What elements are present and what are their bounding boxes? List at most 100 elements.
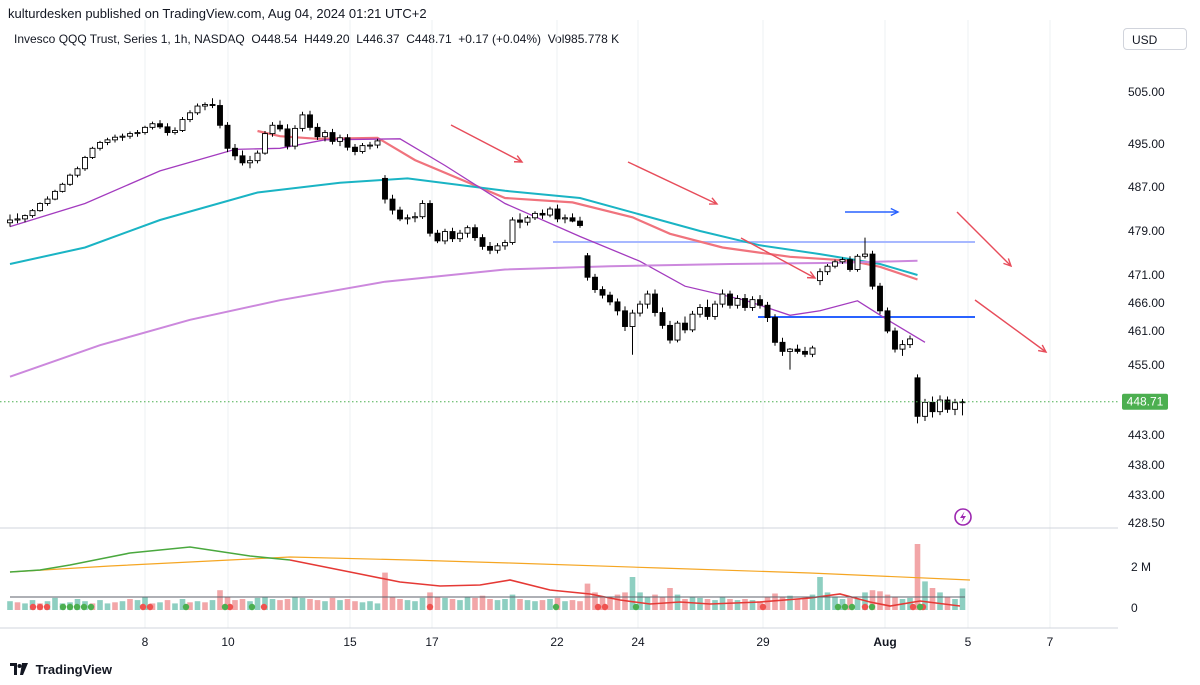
lightning-icon[interactable] [954,508,972,526]
volume-bar [742,599,748,610]
volume-bar [637,592,643,610]
candle-body [419,203,426,218]
volume-bar [809,594,816,610]
candle [719,289,726,308]
volume-bar [779,596,786,610]
candle [749,296,756,311]
volume-bar [179,599,186,610]
signal-dot-red [594,603,602,611]
candle [224,122,231,153]
candle [187,110,193,123]
candle [629,309,636,355]
candle-body [397,209,403,220]
red-arrow-down [740,237,817,279]
candle-body [74,168,81,176]
candle-body [704,307,711,317]
candle [119,133,126,141]
volume-bar [487,599,493,610]
candle [704,299,711,320]
candle-body [187,112,193,121]
candle [134,129,141,137]
symbol-name[interactable]: Invesco QQQ Trust, Series 1, 1h, NASDAQ [14,32,245,46]
candle [682,316,688,334]
candle [854,254,861,272]
candle-body [277,124,283,130]
candle [802,346,808,358]
candle [149,121,156,130]
volume-bar [554,597,561,610]
red-arrow-down [974,299,1048,353]
candle-body [764,304,771,319]
volume-bar [322,601,328,610]
candle-body [134,132,141,135]
volume-bar [802,597,808,610]
candle [532,211,538,220]
candle-body [359,145,366,152]
candle [614,298,621,316]
candle-body [172,130,178,134]
volume-bar [442,597,448,610]
candle-body [149,123,156,128]
volume-bar [929,588,936,610]
candle [539,209,546,219]
candle [412,212,418,223]
candle [52,189,58,201]
candle-body [14,218,21,221]
signal-dot-green [248,603,256,611]
price-tick-label: 433.00 [1128,488,1165,502]
volume-bar [824,592,831,610]
candle-body [524,217,531,223]
price-tick-label: 495.00 [1128,137,1165,151]
price-tick-label: 438.00 [1128,458,1165,472]
candle-body [839,259,846,263]
volume-bar [592,592,598,610]
candle [14,213,21,224]
red-arrow-down [627,161,719,205]
signal-dot-red [43,603,51,611]
series-line-ma-purple-slow [9,259,918,378]
candle [292,125,298,150]
candle-body [757,299,763,306]
arrow-head [513,155,524,163]
candle [157,120,163,129]
candle-body [329,132,336,142]
candle-body [914,377,921,417]
candle-body [247,160,253,164]
candle [824,264,831,275]
volume-bar [112,602,118,610]
candle-body [352,146,358,152]
candle [502,239,508,250]
candle-body [502,242,508,247]
volume-bar [284,599,291,610]
candle-body [7,219,13,224]
candle-body [712,303,718,317]
candle [337,134,343,147]
candle-body [869,253,876,287]
candle [254,150,261,164]
volume-bar [104,603,111,610]
time-tick-label: 7 [1047,635,1054,649]
volume-bar [854,599,861,610]
candle [352,144,358,156]
currency-selector[interactable]: USD [1123,28,1187,50]
candle-body [569,217,576,222]
candle-body [667,324,673,341]
candle-body [832,261,838,267]
candle [712,300,718,320]
candle-body [59,183,66,192]
candle [367,141,373,150]
candle [884,307,891,334]
candle [67,173,73,186]
volume-bar [472,597,478,610]
tradingview-footer[interactable]: TradingView [10,662,112,678]
candle [97,140,103,151]
candle [764,301,771,323]
volume-bar [7,601,13,610]
candle-body [817,271,823,282]
signal-dot-green [87,603,95,611]
candle [74,166,81,178]
signal-dot-red [426,603,434,611]
candle [914,374,921,424]
volume-bar [194,601,201,610]
